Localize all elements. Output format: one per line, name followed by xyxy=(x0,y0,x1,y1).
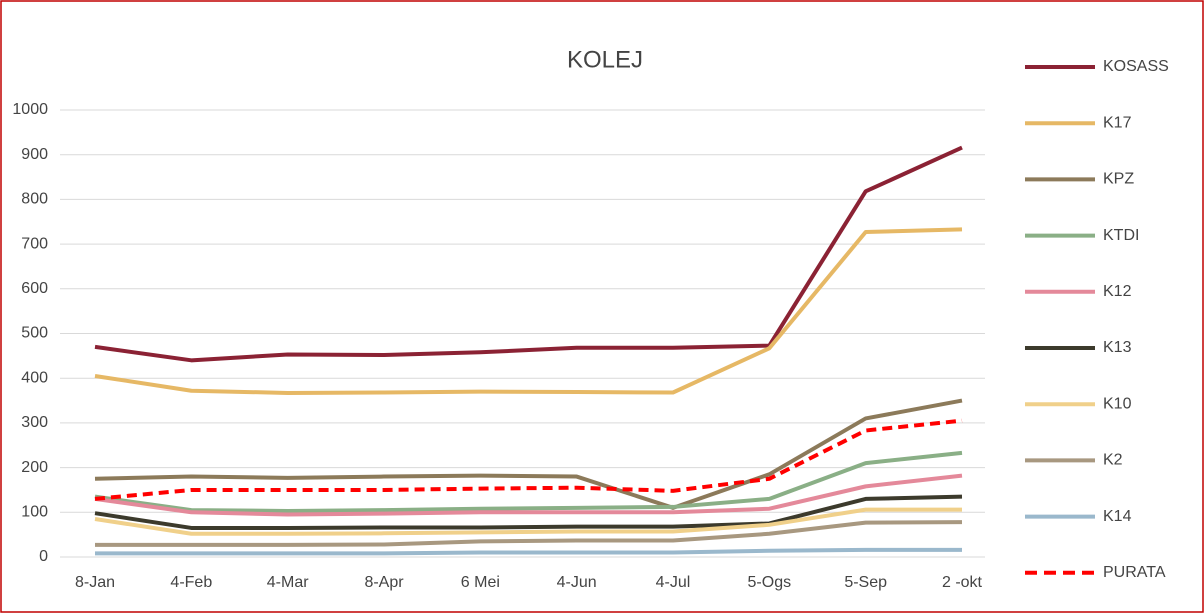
x-tick-label: 2 -okt xyxy=(942,574,983,591)
series-line xyxy=(95,520,963,547)
y-tick-label: 600 xyxy=(21,280,48,297)
y-tick-label: 400 xyxy=(21,369,48,386)
y-tick-label: 1000 xyxy=(12,101,48,118)
legend-label: K10 xyxy=(1103,395,1132,412)
legend-label: K13 xyxy=(1103,339,1132,356)
x-tick-label: 4-Jul xyxy=(656,574,691,591)
series-line xyxy=(94,418,963,501)
series-line xyxy=(94,398,963,510)
x-tick-label: 4-Jun xyxy=(557,574,597,591)
x-tick-label: 4-Feb xyxy=(170,574,212,591)
y-tick-label: 900 xyxy=(21,146,48,163)
x-tick-label: 8-Apr xyxy=(364,574,404,591)
y-tick-label: 100 xyxy=(21,504,48,521)
legend-label: KTDI xyxy=(1103,227,1139,244)
y-tick-label: 700 xyxy=(21,235,48,252)
series-line xyxy=(95,547,962,556)
series-line xyxy=(94,507,962,536)
chart-title: KOLEJ xyxy=(567,46,643,73)
legend-label: K17 xyxy=(1103,114,1132,131)
x-tick-label: 8-Jan xyxy=(75,574,115,591)
y-tick-label: 0 xyxy=(39,548,48,565)
legend-label: K12 xyxy=(1103,283,1132,300)
x-tick-label: 4-Mar xyxy=(267,574,309,591)
series-line xyxy=(94,494,963,530)
series-line xyxy=(94,450,963,513)
series-line xyxy=(94,227,963,395)
y-tick-label: 500 xyxy=(21,325,48,342)
x-tick-label: 5-Sep xyxy=(844,574,887,591)
series-line xyxy=(94,473,963,517)
x-tick-label: 6 Mei xyxy=(461,574,500,591)
y-tick-label: 300 xyxy=(21,414,48,431)
legend-label: KOSASS xyxy=(1103,58,1169,75)
x-tick-label: 5-Ogs xyxy=(748,574,792,591)
legend-label: K14 xyxy=(1103,508,1132,525)
legend-label: K2 xyxy=(1103,452,1123,469)
y-tick-label: 800 xyxy=(21,191,48,208)
legend-label: PURATA xyxy=(1103,564,1166,581)
series-line xyxy=(94,145,963,363)
y-tick-label: 200 xyxy=(21,459,48,476)
legend-label: KPZ xyxy=(1103,171,1134,188)
